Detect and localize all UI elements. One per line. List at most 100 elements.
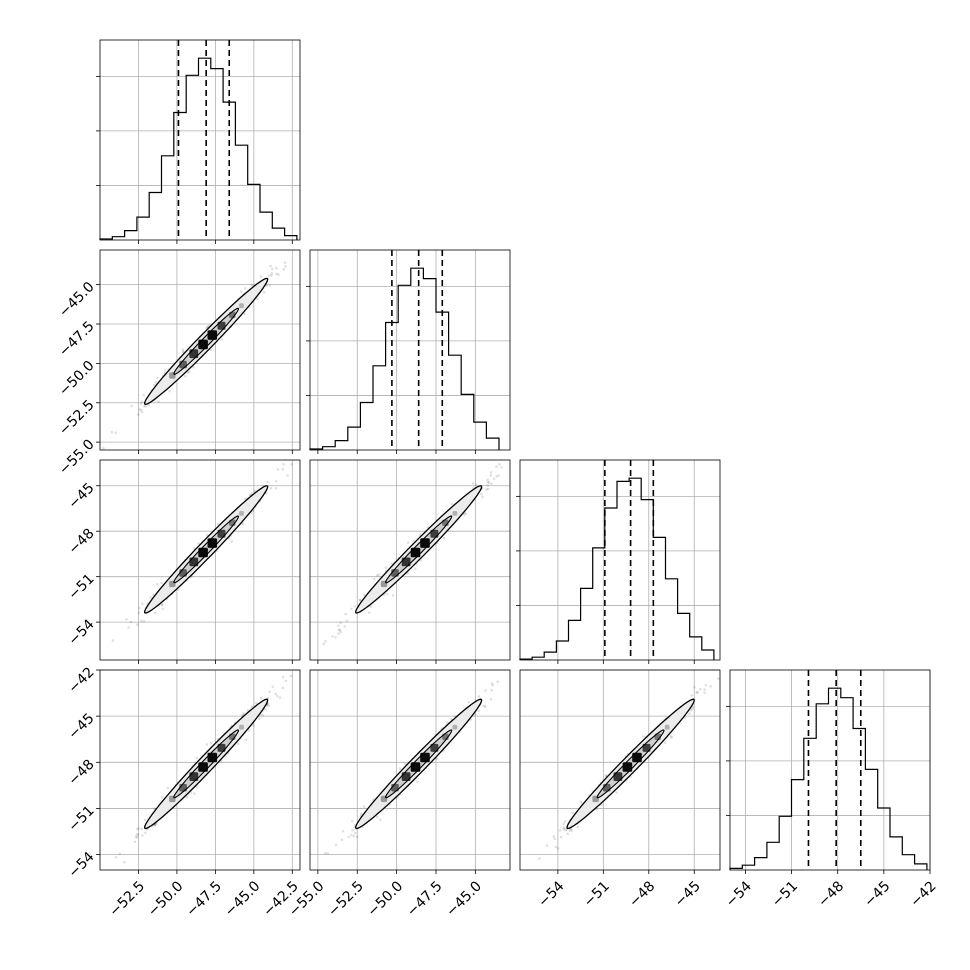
sample-point [268, 274, 271, 278]
sample-point [130, 404, 133, 408]
ytick-label-2-1: −51 [65, 571, 97, 603]
sample-point [140, 400, 144, 404]
sample-point [136, 623, 139, 626]
sample-point [289, 674, 293, 678]
sample-point [244, 738, 248, 741]
sample-point [267, 704, 271, 707]
density-blob [239, 511, 244, 516]
sample-point [259, 275, 263, 278]
sample-point [270, 273, 273, 277]
ytick-label-1-4: −45.0 [56, 279, 98, 321]
sample-point [262, 291, 266, 294]
ytick-label-2-0: −54 [65, 616, 97, 648]
density-blob [442, 519, 449, 526]
sample-point [286, 474, 289, 477]
xtick-label-3-2: −48 [815, 878, 847, 910]
density-blob [217, 743, 226, 752]
sample-point [282, 462, 285, 466]
sample-point [495, 475, 499, 478]
sample-point [147, 404, 151, 407]
sample-point [102, 447, 105, 450]
panel-frame-2-0 [99, 459, 301, 661]
sample-point [355, 835, 359, 839]
sample-point [362, 805, 366, 808]
sample-point [265, 704, 269, 708]
sample-point [205, 743, 209, 746]
sample-point [331, 635, 334, 638]
sample-point [485, 488, 488, 491]
xtick-label-3-1: −51 [769, 878, 801, 910]
sample-point [351, 819, 354, 823]
sample-point [246, 708, 250, 712]
density-blob [632, 752, 642, 763]
sample-point [110, 430, 114, 434]
sample-point [467, 701, 471, 704]
ytick-label-1-2: −50.0 [56, 358, 98, 400]
sample-point [559, 835, 563, 839]
sample-point [276, 694, 279, 698]
density-blob [179, 360, 187, 369]
panel-frame-2-1 [309, 459, 511, 661]
sample-point [576, 825, 580, 828]
sample-point [709, 685, 712, 688]
xtick-label-3-0: −54 [723, 878, 755, 910]
sample-point [290, 463, 294, 466]
sample-point [161, 607, 165, 611]
sample-point [274, 486, 278, 490]
sample-point [344, 612, 348, 616]
sample-point [663, 741, 667, 744]
sample-point [160, 796, 164, 799]
sample-point [252, 724, 255, 727]
sample-point [552, 835, 556, 838]
sample-point [717, 677, 720, 680]
panel-3-2: −54 −51 −48 −45 [519, 669, 721, 911]
sample-point [337, 624, 340, 627]
sample-point [490, 682, 494, 685]
sample-point [334, 636, 337, 639]
panel-3-3: −54 −51 −48 −45 −42 [723, 669, 940, 911]
density-blob [207, 330, 218, 340]
sample-point [136, 833, 140, 836]
sample-point [276, 468, 280, 471]
density-blob [420, 538, 430, 548]
sample-point [153, 824, 156, 827]
ytick-label-3-1: −51 [65, 803, 97, 835]
sample-point [419, 559, 423, 562]
sample-point [197, 542, 200, 545]
sample-point [258, 717, 261, 720]
sample-point [266, 480, 269, 484]
sample-point [137, 611, 141, 615]
density-blob [430, 529, 439, 538]
density-blob [207, 752, 218, 763]
density-blob [198, 547, 208, 558]
sample-point [261, 713, 265, 717]
sample-point [243, 312, 246, 316]
sample-point [177, 588, 180, 591]
sample-point [553, 837, 557, 841]
density-core-1-0 [169, 303, 244, 379]
sample-point [362, 593, 366, 597]
ytick-label-1-3: −47.5 [56, 318, 98, 360]
sample-point [322, 642, 325, 646]
sample-point [339, 621, 343, 624]
xtick-label-1-1: −52.5 [325, 878, 367, 920]
sample-point [135, 833, 139, 836]
sample-point [271, 267, 274, 271]
sample-point [139, 402, 143, 406]
sample-point [435, 757, 439, 761]
sample-point [367, 611, 371, 614]
ytick-label-3-4: −42 [65, 664, 97, 696]
sample-point [477, 709, 481, 712]
sample-point [253, 489, 257, 493]
density-blob [401, 772, 411, 781]
ytick-label-1-0: −55.0 [56, 436, 98, 478]
sample-point [696, 690, 699, 694]
sample-point [341, 829, 345, 833]
density-blob [452, 511, 458, 516]
sample-point [669, 734, 673, 738]
sample-point [153, 611, 157, 615]
sample-point [136, 836, 139, 839]
sample-point [337, 628, 341, 632]
sample-point [149, 596, 153, 599]
sample-point [545, 844, 549, 847]
